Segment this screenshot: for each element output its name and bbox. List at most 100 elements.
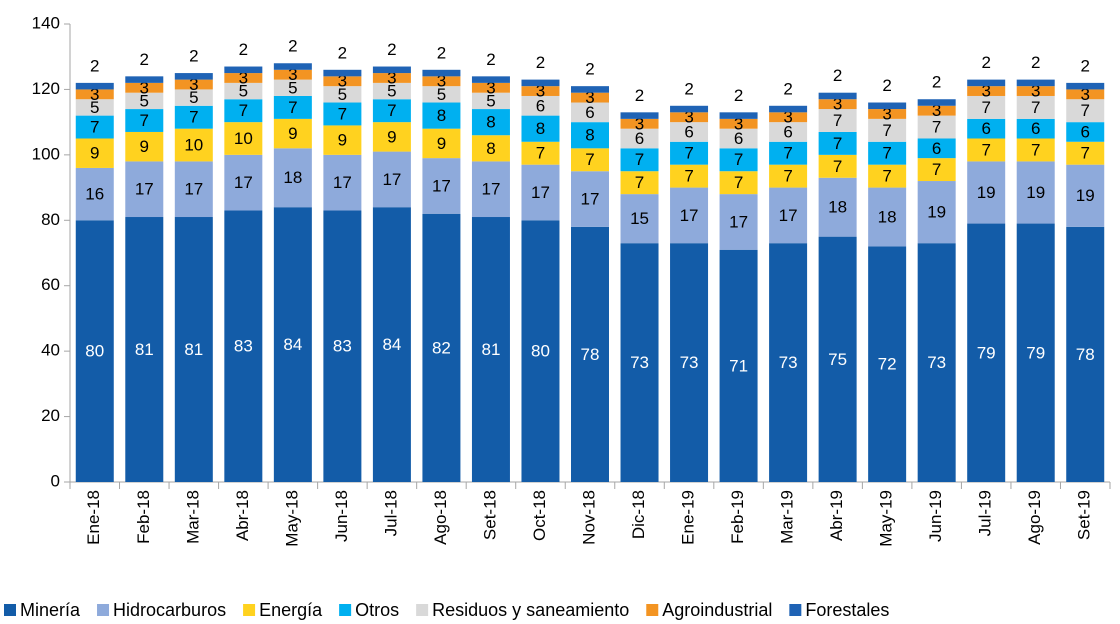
x-tick-label: Abr-18 — [233, 490, 252, 541]
data-label: 2 — [635, 86, 644, 105]
bar-segment — [967, 161, 1006, 224]
bar-segment — [670, 164, 709, 188]
data-label: 73 — [779, 353, 798, 372]
data-label: 18 — [878, 207, 897, 226]
data-label: 7 — [239, 101, 248, 120]
legend-swatch — [416, 604, 429, 616]
y-tick-label: 120 — [32, 79, 60, 98]
bar-segment — [868, 187, 907, 247]
x-tick-label: Mar-19 — [778, 490, 797, 544]
data-label: 7 — [882, 144, 891, 163]
bar-segment — [174, 73, 213, 80]
bar-segment — [1016, 161, 1055, 224]
bar-segment — [620, 171, 659, 195]
data-label: 19 — [1076, 186, 1095, 205]
bar-segment — [769, 141, 808, 165]
bar-segment — [917, 99, 956, 106]
data-label: 7 — [140, 111, 149, 130]
bar-segment — [224, 82, 263, 100]
data-label: 2 — [684, 79, 693, 98]
bar-segment — [1066, 141, 1105, 165]
bar-segment — [125, 109, 164, 132]
x-tick-label: May-18 — [282, 490, 301, 547]
bar-segment — [670, 122, 709, 142]
data-label: 18 — [283, 168, 302, 187]
data-label: 79 — [1026, 343, 1045, 362]
data-label: 18 — [828, 198, 847, 217]
data-label: 3 — [932, 101, 941, 120]
bar-segment — [868, 246, 907, 482]
data-label: 17 — [779, 206, 798, 225]
bar-segment — [571, 102, 609, 123]
data-label: 2 — [486, 50, 495, 69]
bar-segment — [323, 154, 362, 211]
data-label: 2 — [734, 86, 743, 105]
data-label: 6 — [635, 129, 644, 148]
bar-segment — [917, 115, 956, 139]
data-label: 2 — [288, 37, 297, 56]
bar-segment — [125, 161, 164, 218]
data-label: 8 — [585, 126, 594, 145]
bar-segment — [422, 213, 461, 482]
data-label: 2 — [536, 53, 545, 72]
bar-segment — [75, 89, 114, 100]
data-label: 3 — [338, 72, 347, 91]
legend-label: Residuos y saneamiento — [432, 600, 629, 620]
data-label: 7 — [585, 150, 594, 169]
bar-segment — [719, 118, 758, 129]
data-label: 17 — [184, 180, 203, 199]
data-label: 81 — [135, 340, 154, 359]
bar-segment — [224, 99, 263, 123]
bar-segment — [769, 112, 808, 123]
bar-segment — [1066, 164, 1105, 227]
bar-segment — [471, 109, 510, 136]
bar-segment — [670, 141, 709, 165]
bar-segment — [75, 82, 114, 90]
bar-segment — [471, 82, 510, 93]
bar-segment — [868, 141, 907, 165]
bar-segment — [967, 86, 1006, 96]
data-label: 9 — [288, 124, 297, 143]
bar-segment — [372, 82, 411, 100]
data-label: 2 — [387, 40, 396, 59]
bar-segment — [471, 92, 510, 110]
y-tick-label: 20 — [41, 406, 60, 425]
data-label: 2 — [783, 79, 792, 98]
data-label: 81 — [184, 340, 203, 359]
bar-segment — [719, 171, 758, 195]
y-tick-label: 100 — [32, 144, 60, 163]
data-label: 78 — [581, 345, 600, 364]
data-label: 7 — [981, 98, 990, 117]
data-label: 7 — [932, 160, 941, 179]
legend-label: Otros — [355, 600, 399, 620]
bar-segment — [174, 128, 213, 162]
bar-segment — [868, 102, 907, 110]
data-label: 2 — [1031, 53, 1040, 72]
data-label: 2 — [140, 50, 149, 69]
bar-segment — [571, 122, 609, 149]
x-tick-label: Set-18 — [480, 490, 499, 540]
data-label: 72 — [878, 355, 897, 374]
bar-segment — [75, 167, 114, 221]
legend-swatch — [97, 604, 110, 616]
bar-segment — [571, 86, 609, 93]
bar-segment — [224, 122, 263, 155]
data-label: 3 — [1031, 82, 1040, 101]
data-label: 9 — [90, 144, 99, 163]
bar-segment — [917, 243, 956, 482]
bar-segment — [620, 243, 659, 482]
data-label: 6 — [536, 96, 545, 115]
data-label: 5 — [338, 85, 347, 104]
bar-segment — [471, 135, 510, 162]
bar-segment — [571, 148, 609, 172]
bar-segment — [818, 92, 857, 100]
bar-segment — [323, 69, 362, 77]
data-label: 3 — [536, 82, 545, 101]
data-label: 3 — [90, 85, 99, 104]
data-label: 2 — [189, 47, 198, 66]
x-tick-label: Jul-18 — [381, 490, 400, 536]
x-tick-label: Jul-19 — [976, 490, 995, 536]
bar-segment — [1016, 223, 1055, 483]
data-label: 83 — [234, 337, 253, 356]
